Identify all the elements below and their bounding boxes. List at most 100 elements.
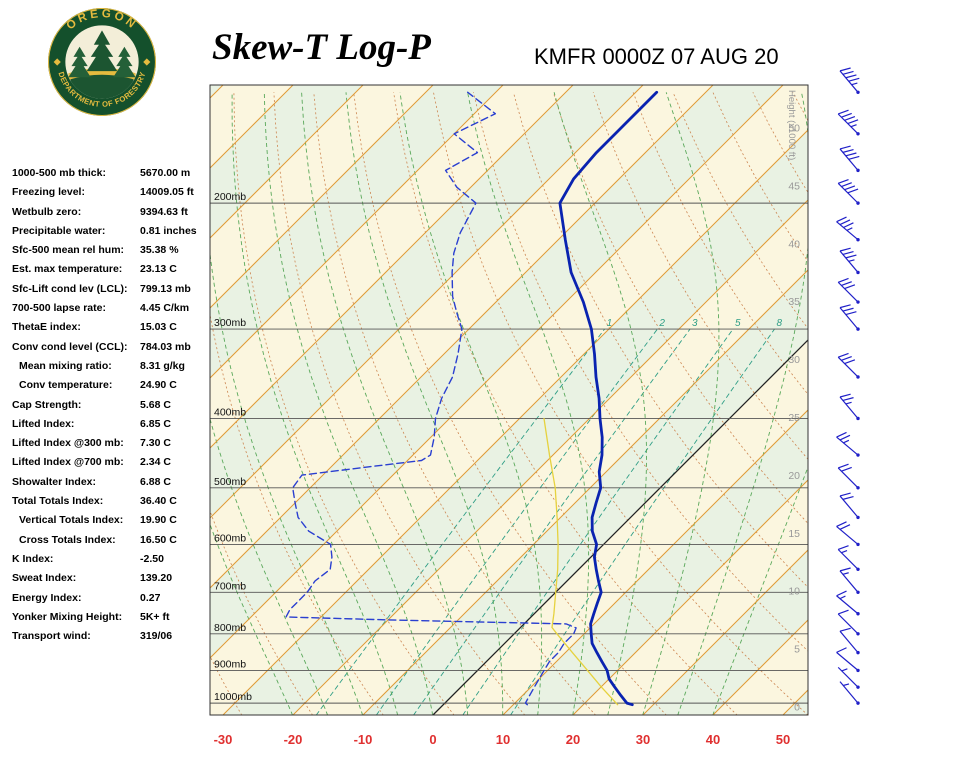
wind-barb [837, 609, 860, 636]
index-row: Precipitable water: 0.81 inches [12, 225, 210, 244]
index-label: Lifted Index: [12, 417, 75, 430]
index-value: 19.90 C [140, 514, 177, 527]
temp-axis-label: 20 [566, 732, 580, 747]
index-value: 2.34 C [140, 456, 171, 469]
index-value: 5670.00 m [140, 167, 191, 179]
index-value: 35.38 % [140, 244, 179, 257]
index-value: -2.50 [140, 552, 164, 565]
pressure-label: 400mb [214, 406, 246, 418]
index-value: 6.85 C [140, 417, 171, 430]
height-label: 0 [794, 702, 800, 714]
index-row: Wetbulb zero: 9394.63 ft [12, 206, 210, 225]
wind-barb [839, 247, 860, 275]
height-label: 35 [788, 296, 800, 308]
index-label: Est. max temperature: [12, 263, 123, 276]
wind-barb [839, 681, 860, 705]
wind-barb [837, 666, 860, 689]
height-label: 15 [788, 528, 800, 540]
wind-barb [836, 590, 860, 616]
height-label: 10 [788, 586, 800, 598]
wind-barb [837, 109, 860, 136]
wind-barb [839, 304, 860, 331]
index-row: Conv cond level (CCL): 784.03 mb [12, 341, 210, 360]
index-label: Sfc-Lift cond lev (LCL): [12, 282, 128, 295]
index-value: 14009.05 ft [140, 186, 194, 199]
wind-barb [839, 567, 860, 595]
logo-forest-scene [68, 30, 136, 99]
index-label: Yonker Mixing Height: [12, 610, 123, 623]
height-axis-title: Height (x1000 ft) [786, 90, 797, 160]
pressure-label: 200mb [214, 191, 246, 203]
index-label: Transport wind: [12, 630, 91, 643]
index-label: Showalter Index: [12, 475, 97, 488]
index-label: Lifted Index @300 mb: [12, 437, 124, 450]
index-label: Freezing level: [12, 186, 85, 199]
wind-barb [839, 393, 860, 421]
index-label: Total Totals Index: [12, 495, 104, 508]
wind-barb-column [836, 67, 860, 705]
index-label: Lifted Index @700 mb: [12, 456, 124, 469]
index-label: 1000-500 mb thick: [12, 167, 106, 179]
index-row: 1000-500 mb thick: 5670.00 m [12, 167, 210, 186]
temperature-axis: -30 -20 -10 0 10 20 30 40 50 [214, 732, 791, 747]
index-row: Lifted Index @700 mb: 2.34 C [12, 456, 210, 475]
index-value: 9394.63 ft [140, 205, 188, 218]
index-label: Vertical Totals Index: [19, 514, 124, 527]
moist-adiabats [210, 92, 808, 715]
temp-axis-label: 50 [776, 732, 790, 747]
wind-barb [836, 647, 860, 673]
index-row: Energy Index: 0.27 [12, 592, 210, 611]
index-label: Conv cond level (CCL): [12, 340, 128, 353]
index-value: 799.13 mb [140, 282, 191, 295]
height-label: 40 [788, 238, 800, 250]
wind-barb [836, 521, 860, 547]
index-row: Sfc-Lift cond lev (LCL): 799.13 mb [12, 283, 210, 302]
index-label: Mean mixing ratio: [19, 359, 112, 372]
index-row: Lifted Index @300 mb: 7.30 C [12, 437, 210, 456]
mixing-ratio-lines: 1 2 3 5 8 [315, 318, 783, 715]
index-value: 7.30 C [140, 437, 171, 450]
index-row: Vertical Totals Index: 19.90 C [12, 514, 210, 533]
index-label: Sweat Index: [12, 572, 77, 585]
pressure-label: 700mb [214, 580, 246, 592]
index-label: Cap Strength: [12, 398, 82, 411]
mixing-ratio-label: 3 [692, 318, 698, 329]
index-value: 16.50 C [140, 533, 177, 546]
index-value: 319/06 [140, 630, 173, 643]
wind-barb [837, 277, 860, 304]
pressure-label: 800mb [214, 622, 246, 634]
height-label: 5 [794, 644, 800, 656]
index-row: Transport wind: 319/06 [12, 630, 210, 649]
index-row: Showalter Index: 6.88 C [12, 476, 210, 495]
height-label: 25 [788, 412, 800, 424]
temp-axis-label: -10 [354, 732, 373, 747]
index-value: 15.03 C [140, 321, 177, 334]
temp-axis-label: 30 [636, 732, 650, 747]
index-value: 6.88 C [140, 475, 171, 488]
index-value: 36.40 C [140, 495, 177, 508]
mixing-ratio-label: 1 [607, 318, 613, 329]
height-label: 20 [788, 470, 800, 482]
mixing-ratio-label: 5 [735, 318, 741, 329]
index-value: 5K+ ft [140, 610, 170, 623]
wind-barb [839, 627, 860, 655]
mixing-ratio-label: 8 [777, 318, 783, 329]
parcel-curve [543, 417, 619, 706]
index-label: 700-500 lapse rate: [12, 302, 106, 315]
index-value: 24.90 C [140, 379, 177, 392]
index-value: 0.27 [140, 591, 161, 604]
index-label: Energy Index: [12, 591, 82, 604]
logo-diamond-left [53, 58, 61, 66]
index-label: Cross Totals Index: [19, 533, 116, 546]
pressure-label: 500mb [214, 476, 246, 488]
index-value: 0.81 inches [140, 224, 197, 237]
index-row: Sfc-500 mean rel hum: 35.38 % [12, 244, 210, 263]
pressure-label: 600mb [214, 532, 246, 544]
index-value: 139.20 [140, 572, 173, 585]
wind-barb [837, 545, 860, 571]
plot-frame [209, 84, 809, 716]
index-row: Cross Totals Index: 16.50 C [12, 534, 210, 553]
pressure-label: 1000mb [214, 691, 252, 703]
